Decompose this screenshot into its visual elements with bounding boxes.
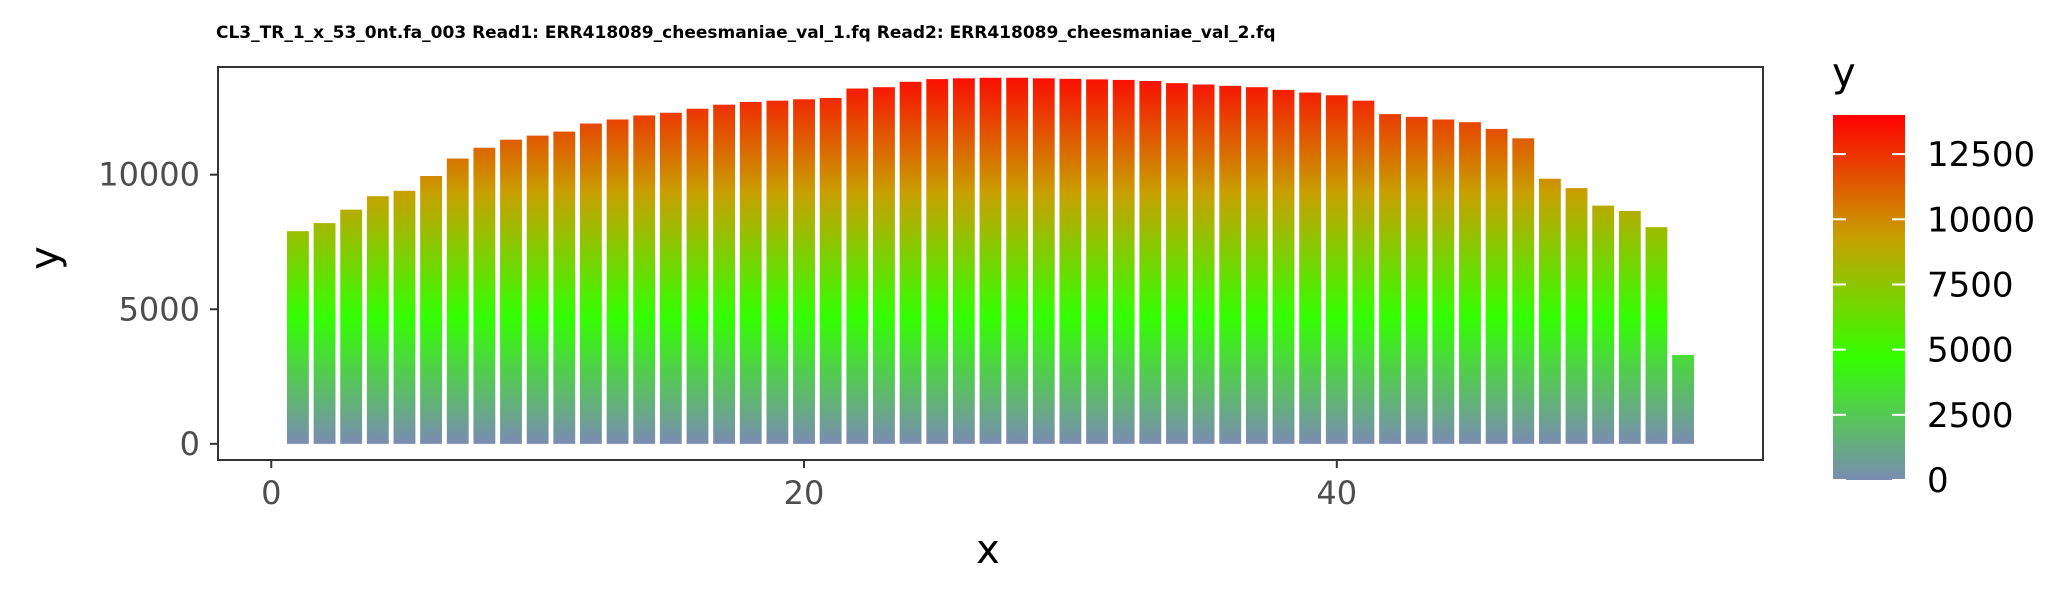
bar-4 (366, 196, 389, 444)
bar-48 (1538, 178, 1561, 444)
bar-42 (1379, 114, 1401, 444)
bar-3 (340, 209, 363, 444)
bar-6 (420, 176, 443, 444)
bar-23 (873, 87, 895, 444)
bar-40 (1325, 95, 1348, 444)
bar-1 (286, 231, 309, 444)
bar-29 (1032, 78, 1055, 444)
bar-16 (686, 108, 709, 444)
x-tick-label-40: 40 (1316, 474, 1357, 512)
y-tick-label-10000: 10000 (98, 156, 200, 194)
bar-49 (1565, 188, 1588, 444)
bar-44 (1432, 119, 1455, 444)
bar-51 (1618, 211, 1641, 444)
plot-panel-border (217, 66, 1764, 461)
bar-28 (1006, 77, 1029, 444)
bar-37 (1245, 87, 1268, 444)
bar-18 (739, 101, 762, 444)
bar-19 (766, 100, 789, 444)
bar-2 (313, 223, 336, 444)
bar-21 (819, 97, 842, 444)
bar-38 (1272, 89, 1295, 444)
y-tick-label-0: 0 (180, 425, 200, 463)
bar-47 (1512, 138, 1535, 444)
legend-label-5000: 5000 (1927, 331, 2014, 371)
bar-series (286, 77, 1694, 444)
chart-title: CL3_TR_1_x_53_0nt.fa_003 Read1: ERR41808… (216, 23, 1276, 43)
bar-11 (553, 131, 576, 444)
legend-label-2500: 2500 (1927, 396, 2014, 436)
bar-13 (606, 119, 629, 444)
x-tick-label-0: 0 (261, 474, 281, 512)
bar-52 (1645, 227, 1668, 444)
bar-53 (1672, 355, 1694, 444)
bar-27 (979, 77, 1002, 444)
bar-25 (926, 79, 949, 444)
bar-41 (1352, 100, 1375, 444)
bar-35 (1192, 84, 1215, 444)
bar-50 (1592, 205, 1615, 444)
bar-33 (1139, 81, 1162, 444)
legend-label-0: 0 (1927, 461, 1949, 501)
bar-34 (1166, 83, 1188, 444)
bar-31 (1086, 79, 1108, 444)
bar-12 (580, 123, 602, 444)
bar-7 (446, 158, 469, 444)
legend-colorbar (1833, 115, 1905, 480)
legend-label-10000: 10000 (1927, 200, 2035, 240)
bar-14 (633, 115, 656, 444)
bar-22 (846, 88, 869, 444)
bar-26 (952, 78, 975, 444)
bar-43 (1405, 116, 1428, 444)
bar-15 (659, 112, 682, 444)
bar-32 (1112, 79, 1135, 444)
bar-20 (793, 99, 815, 444)
x-axis-title: x (976, 527, 1000, 573)
color-legend: y 0 2500 5000 7500 10000 12500 (1832, 50, 2035, 501)
bar-17 (713, 104, 736, 444)
legend-label-12500: 12500 (1927, 135, 2035, 175)
bar-24 (899, 81, 922, 444)
y-axis-title: y (22, 246, 68, 270)
x-tick-label-20: 20 (784, 474, 825, 512)
legend-title: y (1832, 50, 1856, 96)
legend-ticks: 0 2500 5000 7500 10000 12500 (1833, 135, 2035, 501)
y-axis: 0 5000 10000 (98, 156, 218, 463)
bar-46 (1485, 128, 1508, 444)
bar-5 (393, 190, 416, 444)
bar-39 (1299, 92, 1322, 444)
legend-label-7500: 7500 (1927, 265, 2014, 305)
x-axis: 0 20 40 (261, 460, 1357, 512)
bar-36 (1219, 85, 1242, 444)
bar-30 (1059, 78, 1082, 444)
bar-45 (1459, 122, 1481, 444)
bar-10 (526, 135, 549, 444)
bar-9 (500, 139, 522, 444)
y-tick-label-5000: 5000 (119, 290, 200, 328)
bar-8 (473, 147, 496, 444)
